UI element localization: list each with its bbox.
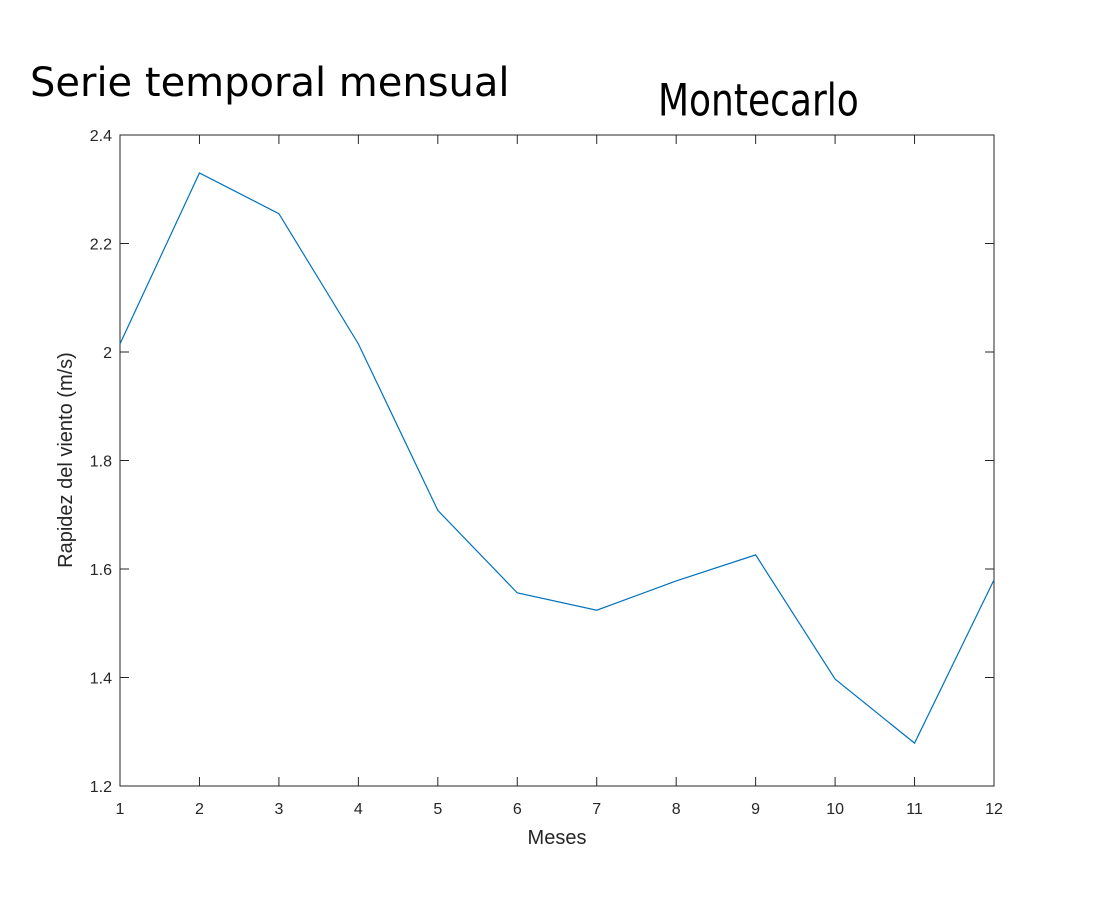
y-tick-label: 2.4 bbox=[90, 128, 112, 145]
x-tick-label: 11 bbox=[906, 801, 923, 818]
y-tick-label: 1.2 bbox=[90, 779, 112, 796]
x-tick-label: 3 bbox=[274, 801, 283, 818]
x-tick-label: 1 bbox=[116, 801, 125, 818]
x-tick-label: 6 bbox=[513, 801, 522, 818]
x-axis-tick-labels: 1 2 3 4 5 6 7 8 9 10 11 12 bbox=[116, 801, 1003, 818]
x-tick-label: 9 bbox=[751, 801, 760, 818]
chart-subtitle: Montecarlo bbox=[658, 73, 859, 126]
y-tick-label: 2.2 bbox=[90, 237, 112, 254]
y-tick-label: 1.8 bbox=[90, 454, 112, 471]
y-axis-tick-labels: 1.2 1.4 1.6 1.8 2 2.2 2.4 bbox=[90, 128, 112, 796]
x-tick-label: 10 bbox=[826, 801, 844, 818]
y-tick-label: 1.4 bbox=[90, 671, 112, 688]
y-axis-label: Rapidez del viento (m/s) bbox=[55, 352, 77, 568]
chart-title: Serie temporal mensual bbox=[30, 60, 510, 106]
x-tick-label: 12 bbox=[985, 801, 1003, 818]
y-tick-label: 2 bbox=[103, 345, 112, 362]
series-line bbox=[119, 172, 995, 745]
y-axis-ticks bbox=[120, 134, 994, 787]
x-tick-label: 8 bbox=[672, 801, 681, 818]
x-axis-label: Meses bbox=[528, 827, 587, 849]
x-tick-label: 4 bbox=[354, 801, 363, 818]
x-tick-label: 2 bbox=[195, 801, 204, 818]
x-tick-label: 7 bbox=[592, 801, 601, 818]
plot-area bbox=[119, 134, 995, 787]
y-tick-label: 1.6 bbox=[90, 562, 112, 579]
x-tick-label: 5 bbox=[433, 801, 442, 818]
x-axis-ticks bbox=[119, 135, 995, 786]
